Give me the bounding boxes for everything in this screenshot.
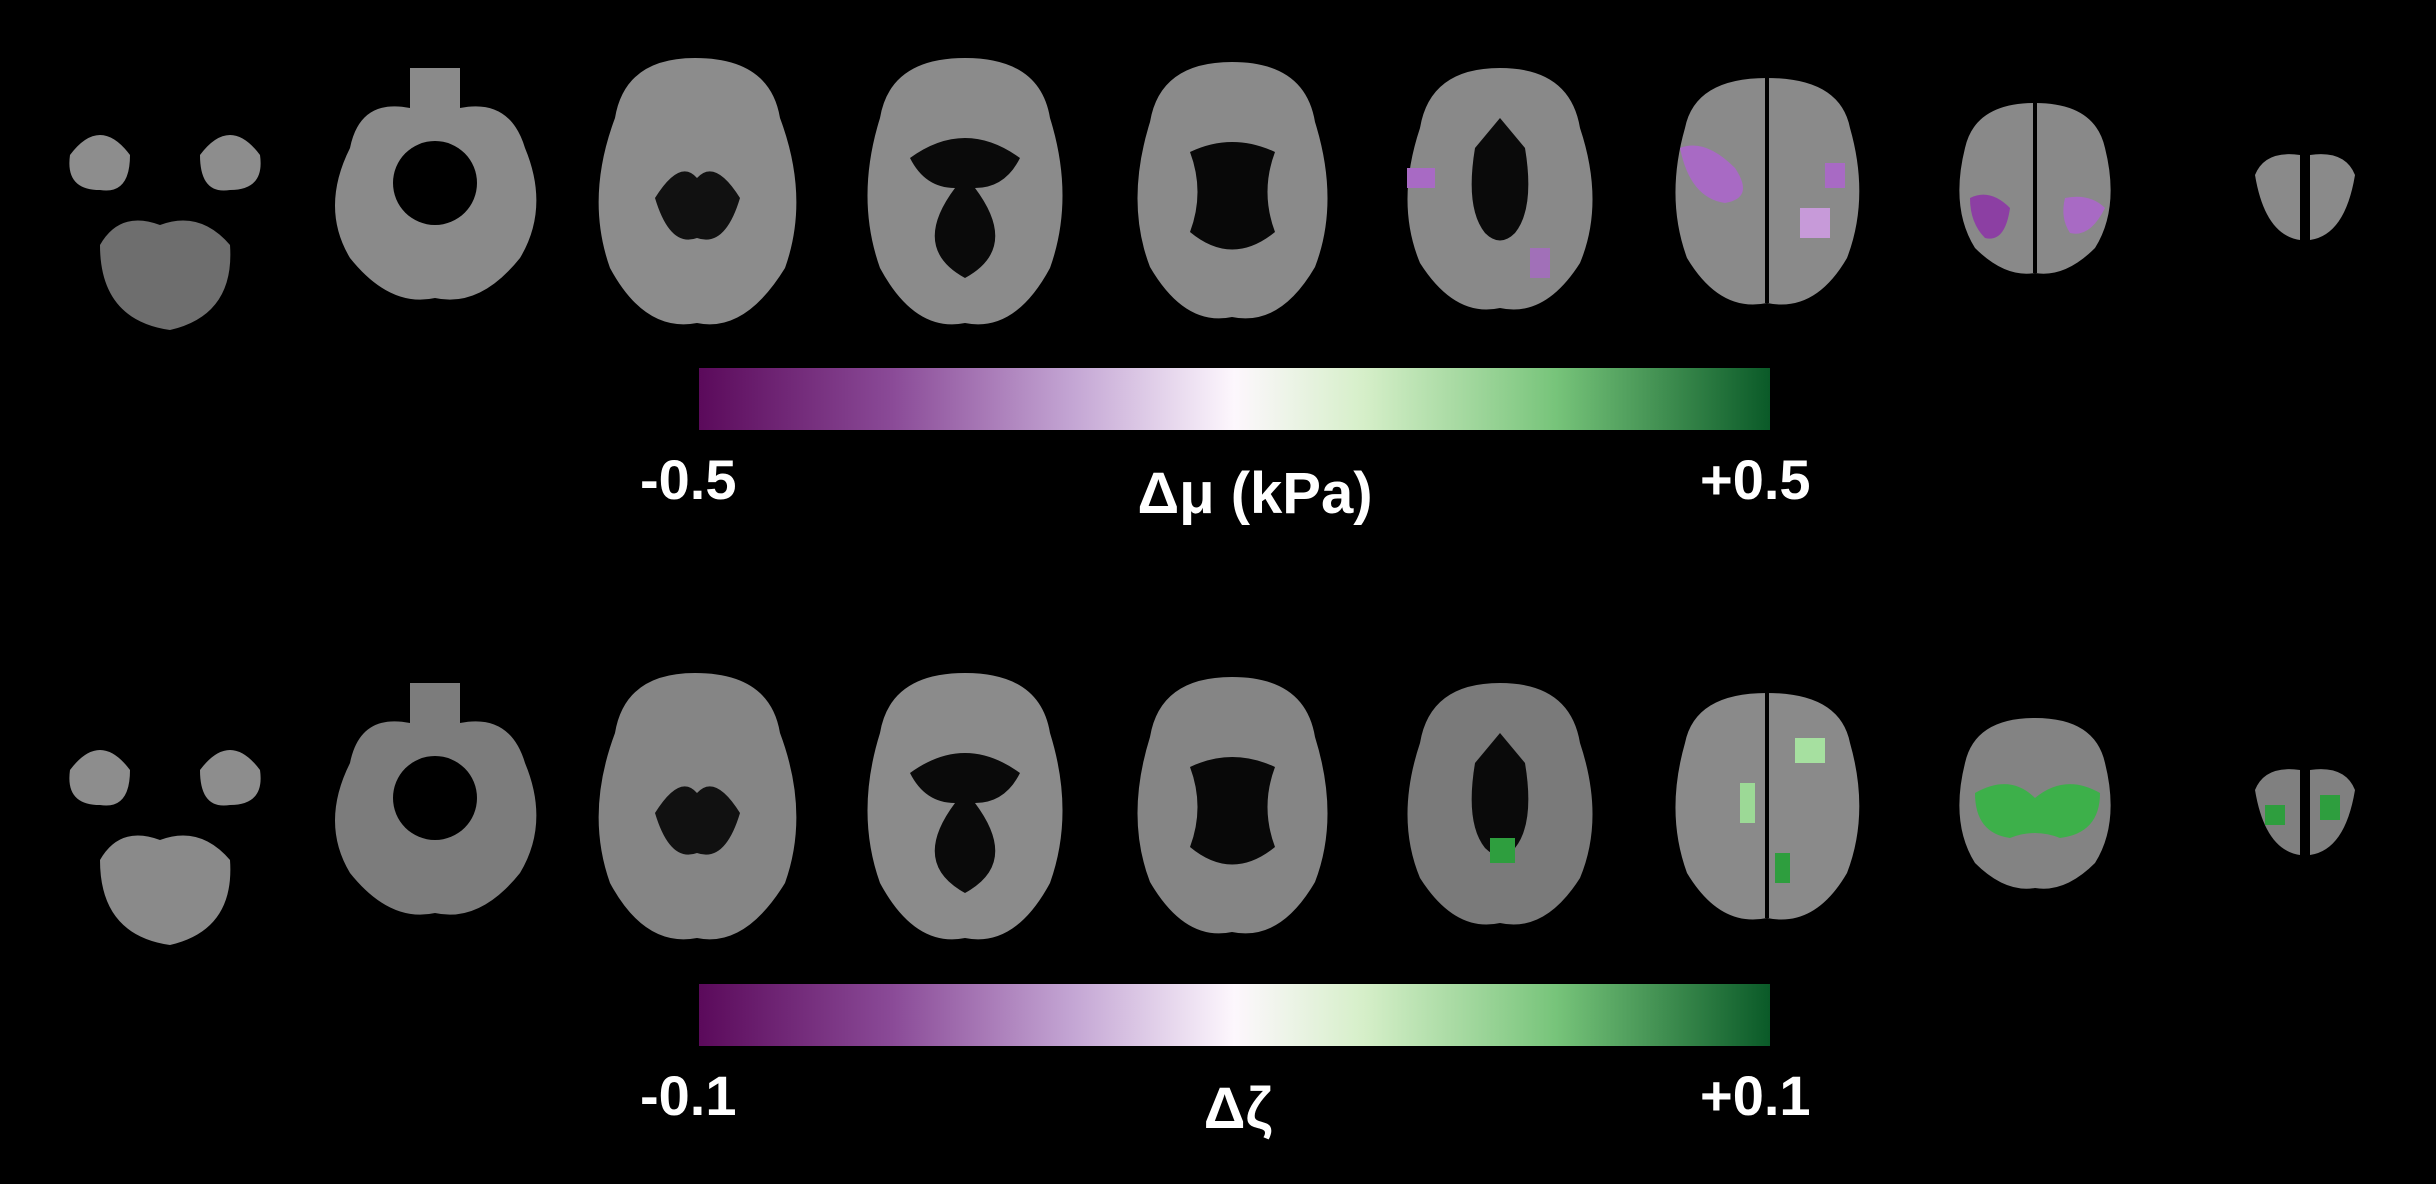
brain-slice-4 — [867, 58, 1063, 325]
brain-slice-8 — [1959, 718, 2111, 889]
colorbar-bottom-max-label: +0.1 — [1700, 1064, 1811, 1127]
brain-slice-4 — [867, 673, 1063, 940]
brain-slice-7 — [1675, 693, 1860, 920]
colorbar-bottom-title: Δζ — [1203, 1076, 1273, 1141]
colorbar-top-min-label: -0.5 — [640, 448, 737, 511]
brain-slice-9 — [2255, 769, 2355, 855]
brain-slice-2 — [335, 683, 537, 915]
brain-slice-6 — [1407, 68, 1593, 310]
colorbar-bottom — [699, 984, 1770, 1046]
brain-slice-1 — [69, 135, 261, 330]
brain-slice-8 — [1959, 103, 2111, 274]
colorbar-bottom-min-label: -0.1 — [640, 1064, 737, 1127]
colorbar-top-title: Δμ (kPa) — [1137, 461, 1373, 526]
colorbar-top — [699, 368, 1770, 430]
brain-slice-5 — [1137, 677, 1328, 934]
brain-slice-3 — [598, 673, 797, 940]
brain-slices-row-bottom — [0, 655, 2436, 955]
brain-slices-row-top — [0, 40, 2436, 340]
brain-slice-7 — [1675, 78, 1860, 305]
colorbar-top-max-label: +0.5 — [1700, 448, 1811, 511]
brain-slice-5 — [1137, 62, 1328, 319]
brain-slice-2 — [335, 68, 537, 300]
brain-slice-3 — [598, 58, 797, 325]
brain-slice-9 — [2255, 154, 2355, 240]
brain-slice-6 — [1407, 683, 1593, 925]
brain-slice-1 — [69, 750, 261, 945]
